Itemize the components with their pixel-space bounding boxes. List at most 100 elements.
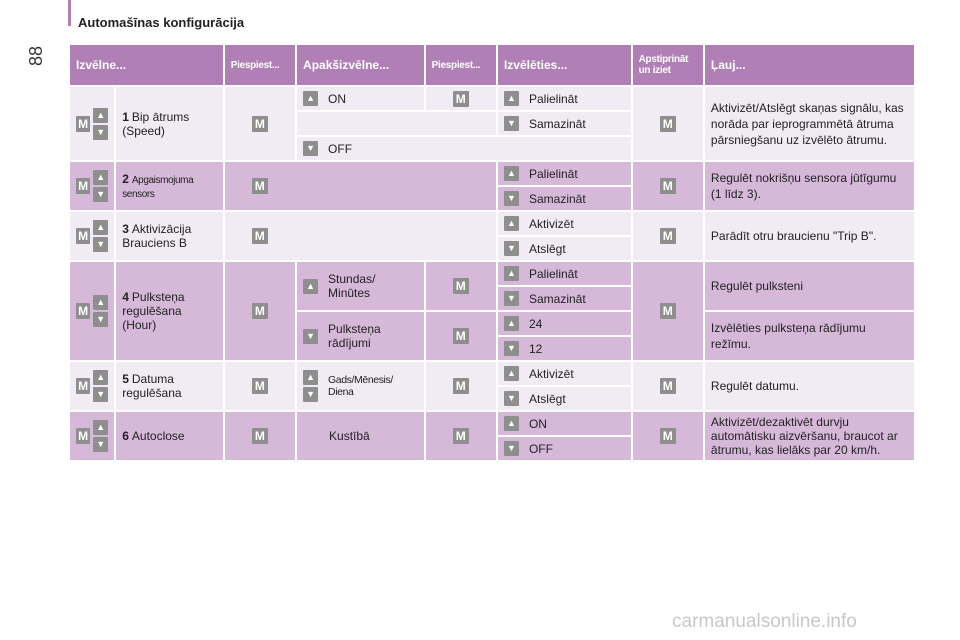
up-arrow-icon: ▲ — [503, 266, 519, 281]
option-label: Samazināt — [528, 116, 586, 131]
menu-buttons-cell: M ▲ ▼ — [70, 162, 115, 212]
option-label: Palielināt — [528, 166, 578, 181]
configuration-table: Izvēlne... Piespiest... Apakšizvēlne... … — [68, 45, 916, 462]
menu-number: 3 — [122, 222, 129, 236]
m-button-icon: M — [659, 303, 676, 319]
m-button-icon: M — [76, 115, 91, 132]
select-cell: ▲ Palielināt — [497, 162, 631, 187]
option-label: 24 — [528, 316, 543, 331]
option-label: Aktivizēt — [528, 216, 574, 231]
down-arrow-icon: ▼ — [93, 387, 109, 402]
menu-number: 4 — [122, 290, 129, 304]
table-row: ▼ Samazināt — [70, 287, 914, 312]
down-arrow-icon: ▼ — [503, 441, 519, 456]
menu-label-cell: 1 Bip ātrums (Speed) — [116, 87, 223, 162]
m-button-icon: M — [659, 228, 676, 244]
submenu-cell: ▼ Pulksteņa rādījumi — [297, 312, 424, 362]
option-label: Atslēgt — [528, 241, 566, 256]
submenu-cell: Kustībā — [297, 412, 424, 462]
select-cell: ▲ ON — [497, 412, 631, 437]
option-label: ON — [528, 416, 547, 431]
up-arrow-icon: ▲ — [93, 420, 109, 435]
down-arrow-icon: ▼ — [93, 437, 109, 452]
menu-number: 2 — [122, 172, 129, 186]
table-row: ▼ OFF — [70, 137, 914, 162]
down-arrow-icon: ▼ — [93, 237, 109, 252]
menu-label: Bip ātrums (Speed) — [122, 109, 190, 138]
select-cell: ▼ Samazināt — [497, 112, 631, 137]
up-arrow-icon: ▲ — [503, 416, 519, 431]
menu-label: Pulksteņa regulēšana (Hour) — [122, 290, 185, 332]
press-cell: M — [425, 312, 496, 362]
table-row: M ▲ ▼ 6 Autoclose M Kustībā M ▲ ON M Aktivi… — [70, 412, 914, 462]
table-header: Izvēlne... Piespiest... Apakšizvēlne... … — [70, 45, 914, 87]
up-arrow-icon: ▲ — [503, 166, 519, 181]
down-arrow-icon: ▼ — [303, 141, 319, 156]
press-cell: M — [425, 87, 496, 112]
menu-buttons-cell: M ▲ ▼ — [70, 362, 115, 412]
up-arrow-icon: ▲ — [503, 366, 519, 381]
m-button-icon: M — [76, 378, 91, 394]
menu-number: 6 — [122, 429, 129, 443]
table-row: ▼ 12 — [70, 337, 914, 362]
option-label: Palielināt — [528, 91, 578, 106]
watermark: carmanualsonline.info — [672, 611, 857, 632]
press-cell: M — [425, 362, 496, 412]
col-header-select: Izvēlēties... — [497, 45, 631, 87]
table-row: M ▲ ▼ 3 Aktivizācija Brauciens B M ▲ Aktivi… — [70, 212, 914, 262]
table-row: ▼ Pulksteņa rādījumi M ▲ 24 Izvēlēties pul… — [70, 312, 914, 362]
m-button-icon: M — [251, 303, 268, 319]
press-cell: M — [425, 262, 496, 312]
select-cell: ▼ Samazināt — [497, 287, 631, 312]
down-arrow-icon: ▼ — [303, 328, 319, 344]
submenu-label: Kustībā — [329, 429, 370, 443]
menu-label-cell: 5 Datuma regulēšana — [116, 362, 223, 412]
table-row: ▼ Atslēgt — [70, 237, 914, 262]
table-row: ▼ Samazināt — [70, 187, 914, 212]
menu-buttons-cell: M ▲ ▼ — [70, 87, 115, 162]
up-arrow-icon: ▲ — [303, 370, 319, 385]
select-cell: ▲ Aktivizēt — [497, 362, 631, 387]
menu-label: Apgaismojuma sensors — [122, 175, 194, 200]
submenu-cell: ▲ ▼ Gads/Mēnesis/ Diena — [297, 362, 424, 412]
m-button-icon: M — [452, 90, 469, 107]
m-button-icon: M — [251, 378, 268, 394]
option-label: OFF — [528, 441, 553, 456]
select-cell: ▲ Palielināt — [497, 262, 631, 287]
description-cell: Aktivizēt/Atslēgt skaņas signālu, kas no… — [704, 87, 914, 162]
m-button-icon: M — [251, 178, 268, 194]
option-label: Aktivizēt — [528, 366, 574, 381]
press-cell: M — [224, 87, 296, 162]
m-button-icon: M — [76, 428, 91, 444]
up-arrow-icon: ▲ — [93, 370, 109, 385]
up-arrow-icon: ▲ — [303, 278, 319, 294]
m-button-icon: M — [659, 115, 676, 132]
submenu-cell: ▲ Stundas/ Minūtes — [297, 262, 424, 312]
m-button-icon: M — [76, 228, 91, 244]
press-cell: M — [224, 212, 496, 262]
description-cell: Parādīt otru braucienu "Trip B". — [704, 212, 914, 262]
menu-label-cell: 2 Apgaismojuma sensors — [116, 162, 223, 212]
m-button-icon: M — [659, 178, 676, 194]
confirm-cell: M — [632, 362, 703, 412]
col-header-allows: Ļauj... — [704, 45, 914, 87]
select-cell: ▼ Samazināt — [497, 187, 631, 212]
down-arrow-icon: ▼ — [303, 387, 319, 402]
down-arrow-icon: ▼ — [93, 312, 109, 327]
description-cell: Izvēlēties pulksteņa rādījumu režīmu. — [704, 312, 914, 362]
down-arrow-icon: ▼ — [503, 391, 519, 406]
menu-label: Autoclose — [131, 429, 185, 443]
confirm-cell: M — [632, 87, 703, 162]
down-arrow-icon: ▼ — [503, 191, 519, 206]
submenu-label: OFF — [328, 141, 353, 156]
up-arrow-icon: ▲ — [93, 295, 109, 310]
option-label: Samazināt — [528, 191, 586, 206]
m-button-icon: M — [452, 328, 469, 344]
menu-buttons-cell: M ▲ ▼ — [70, 412, 115, 462]
option-label: Palielināt — [528, 266, 578, 281]
press-cell: M — [224, 262, 296, 362]
col-header-submenu: Apakšizvēlne... — [297, 45, 424, 87]
press-cell: M — [224, 362, 296, 412]
press-cell: M — [224, 412, 296, 462]
down-arrow-icon: ▼ — [93, 124, 109, 140]
